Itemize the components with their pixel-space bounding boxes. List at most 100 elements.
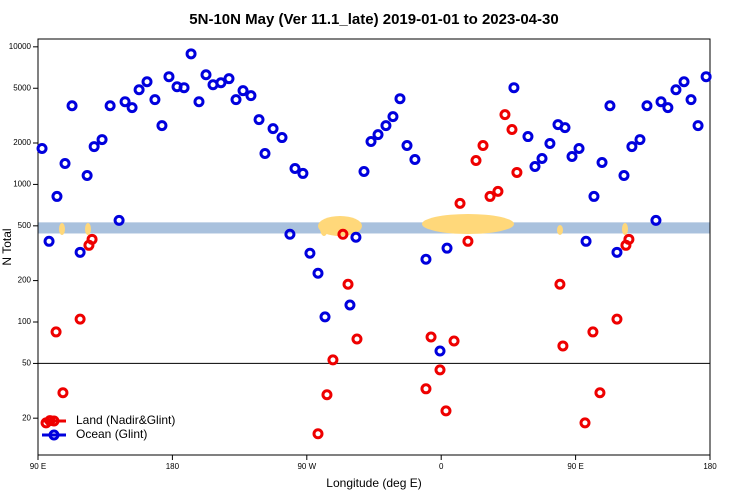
x-tick-label: 90 E [30, 462, 46, 471]
point [312, 267, 324, 279]
point [36, 143, 48, 155]
point [178, 82, 190, 94]
point [104, 100, 116, 112]
point [604, 100, 616, 112]
point [580, 235, 592, 247]
point [96, 134, 108, 146]
point [700, 71, 712, 83]
point [440, 405, 452, 417]
y-tick-label: 50 [22, 359, 31, 368]
land-shape [318, 216, 362, 236]
point [66, 100, 78, 112]
chart-title: 5N-10N May (Ver 11.1_late) 2019-01-01 to… [189, 11, 558, 28]
point [394, 93, 406, 105]
point [350, 231, 362, 243]
x-axis-label: Longitude (deg E) [326, 476, 421, 490]
y-tick-label: 20 [22, 413, 31, 422]
point [425, 331, 437, 343]
band [38, 222, 710, 234]
point [508, 82, 520, 94]
point [126, 102, 138, 114]
point [312, 428, 324, 440]
point [133, 84, 145, 96]
point [536, 153, 548, 165]
point [276, 132, 288, 144]
point [573, 143, 585, 155]
point [441, 242, 453, 254]
y-tick-label: 2000 [13, 138, 31, 147]
y-tick-label: 1000 [13, 180, 31, 189]
point [470, 154, 482, 166]
point [611, 313, 623, 325]
point [484, 190, 496, 202]
y-tick-label: 100 [18, 317, 32, 326]
y-tick-label: 200 [18, 276, 32, 285]
point [522, 131, 534, 143]
y-tick-label: 500 [18, 221, 32, 230]
point [351, 333, 363, 345]
point [588, 190, 600, 202]
point [245, 90, 257, 102]
point [557, 340, 569, 352]
point [511, 166, 523, 178]
point [634, 134, 646, 146]
y-tick-label: 5000 [13, 83, 31, 92]
point [655, 96, 667, 108]
point [200, 69, 212, 81]
point [579, 417, 591, 429]
point [319, 311, 331, 323]
point [420, 253, 432, 265]
point [626, 141, 638, 153]
point [448, 335, 460, 347]
point [434, 345, 446, 357]
x-tick-label: 0 [439, 462, 444, 471]
point [566, 150, 578, 162]
point [259, 147, 271, 159]
point [223, 73, 235, 85]
land-shape [59, 223, 65, 235]
point [237, 85, 249, 97]
point [51, 190, 63, 202]
point [650, 214, 662, 226]
x-tick-label: 90 W [297, 462, 316, 471]
point [215, 77, 227, 89]
y-tick-label: 10000 [9, 42, 32, 51]
point [380, 120, 392, 132]
point [454, 197, 466, 209]
point [462, 235, 474, 247]
point [692, 120, 704, 132]
y-axis-label: N Total [0, 228, 14, 265]
point [623, 233, 635, 245]
land-shapes [59, 214, 628, 236]
point [297, 167, 309, 179]
point [230, 94, 242, 106]
point [337, 228, 349, 240]
point [59, 158, 71, 170]
point [594, 387, 606, 399]
point [492, 185, 504, 197]
point [559, 122, 571, 134]
point [685, 94, 697, 106]
point [185, 48, 197, 60]
point [141, 76, 153, 88]
point [74, 246, 86, 258]
point [289, 162, 301, 174]
point [344, 299, 356, 311]
point [327, 354, 339, 366]
point [163, 71, 175, 83]
point [365, 135, 377, 147]
point [596, 157, 608, 169]
point [253, 114, 265, 126]
point [587, 326, 599, 338]
legend-marker [48, 429, 60, 441]
point [193, 96, 205, 108]
legend-marker [48, 415, 60, 427]
point [113, 214, 125, 226]
point [554, 278, 566, 290]
point [499, 109, 511, 121]
point [506, 124, 518, 136]
point [420, 383, 432, 395]
point [611, 246, 623, 258]
point [670, 84, 682, 96]
point [401, 140, 413, 152]
